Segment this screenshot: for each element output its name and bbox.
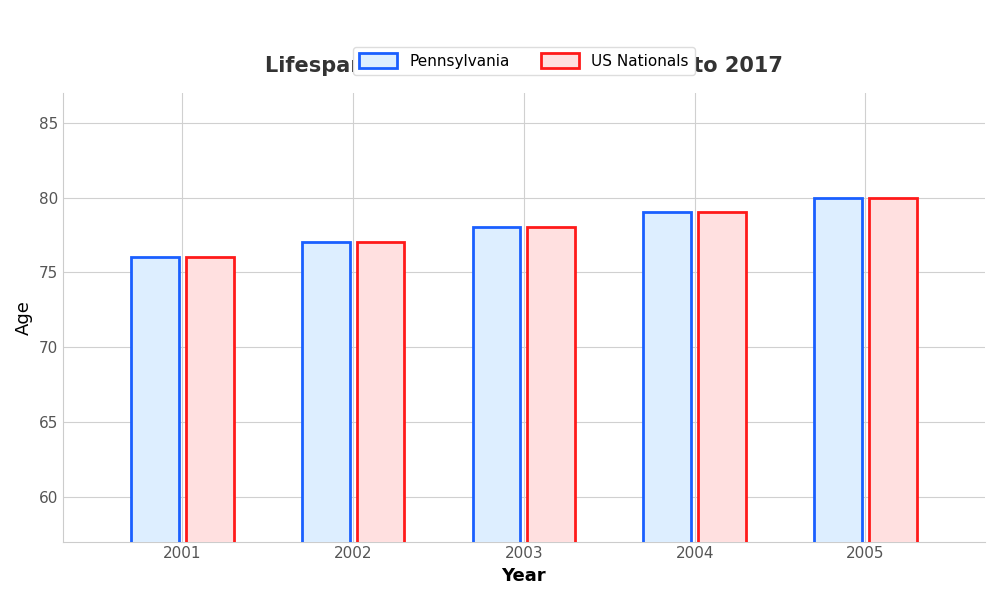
Bar	[302, 242, 350, 600]
Bar	[698, 212, 746, 600]
Bar	[473, 227, 520, 600]
Bar	[186, 257, 234, 600]
Title: Lifespan in Pennsylvania from 1983 to 2017: Lifespan in Pennsylvania from 1983 to 20…	[265, 56, 783, 76]
Bar	[643, 212, 691, 600]
Bar	[131, 257, 179, 600]
Bar	[527, 227, 575, 600]
Y-axis label: Age: Age	[15, 300, 33, 335]
Legend: Pennsylvania, US Nationals: Pennsylvania, US Nationals	[353, 47, 695, 75]
X-axis label: Year: Year	[502, 567, 546, 585]
Bar	[357, 242, 404, 600]
Bar	[814, 197, 862, 600]
Bar	[869, 197, 917, 600]
